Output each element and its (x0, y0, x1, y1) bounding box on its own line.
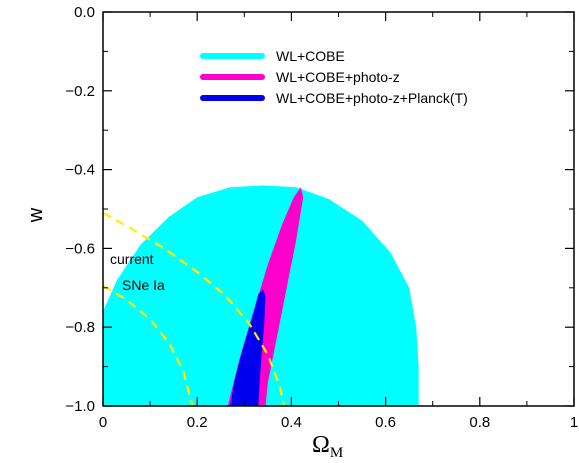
y-tick-label: −0.2 (65, 83, 95, 100)
axis-ticks (102, 11, 575, 407)
y-tick-label: −0.8 (65, 319, 95, 336)
y-tick-label: −0.4 (65, 162, 95, 179)
legend-label-1: WL+COBE (276, 48, 345, 64)
legend-label-3: WL+COBE+photo-z+Planck(T) (276, 90, 468, 106)
sne-contour-inner (103, 284, 194, 406)
y-tick-label: −0.6 (65, 240, 95, 257)
y-tick-label: −1.0 (65, 398, 95, 415)
y-tick-label: 0.0 (74, 4, 95, 21)
legend: WL+COBE WL+COBE+photo-z WL+COBE+photo-z+Pl… (200, 48, 468, 106)
x-axis-label-subscript: M (330, 445, 343, 461)
x-tick-label: 0.4 (281, 414, 302, 431)
x-tick-label: 0 (99, 414, 107, 431)
annotation-sne-ia: SNe Ia (122, 277, 165, 293)
y-axis-label: w (25, 207, 47, 223)
x-tick-label: 0.8 (469, 414, 490, 431)
legend-label-2: WL+COBE+photo-z (276, 69, 400, 85)
annotation-current: current (110, 251, 154, 267)
x-axis-label-main: Ω (312, 432, 330, 458)
sne-contour-outer (103, 211, 286, 406)
x-tick-label: 1 (570, 414, 578, 431)
x-tick-label: 0.6 (375, 414, 396, 431)
confidence-regions (103, 185, 419, 406)
region-3 (230, 289, 266, 406)
dashed-contours (103, 211, 286, 406)
x-axis-label: ΩM (312, 432, 343, 461)
x-tick-label: 0.2 (187, 414, 208, 431)
